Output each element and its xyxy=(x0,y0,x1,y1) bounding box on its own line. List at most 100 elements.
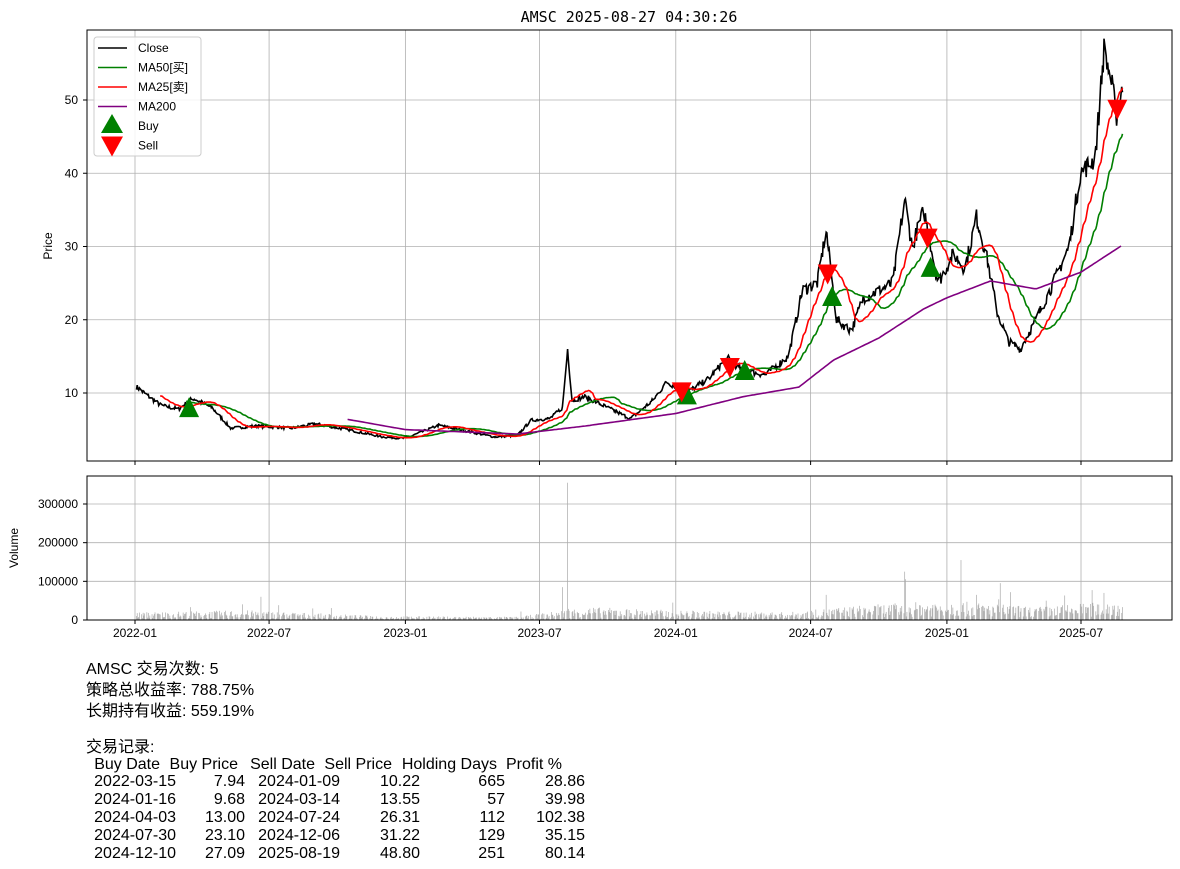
volume-bar xyxy=(1028,612,1030,620)
volume-bar xyxy=(740,612,742,620)
volume-bar xyxy=(1108,606,1110,620)
volume-bar xyxy=(157,613,159,620)
volume-bar xyxy=(1055,615,1057,620)
volume-bar xyxy=(894,603,896,620)
volume-bar xyxy=(828,616,829,620)
sell-marker xyxy=(671,382,692,403)
volume-bar xyxy=(514,616,516,620)
volume-bar xyxy=(253,613,254,620)
volume-bar xyxy=(153,615,154,620)
volume-bar xyxy=(971,616,973,620)
volume-bar xyxy=(1015,607,1017,620)
volume-bar xyxy=(470,618,472,620)
volume-bar xyxy=(936,610,938,620)
volume-bar xyxy=(372,616,374,620)
volume-bar xyxy=(1020,608,1022,620)
volume-bar xyxy=(222,615,223,620)
volume-bar xyxy=(579,617,580,620)
volume-bar xyxy=(402,618,404,620)
volume-bar xyxy=(593,612,595,620)
volume-bar xyxy=(930,608,931,620)
volume-bar xyxy=(206,618,208,620)
volume-bar xyxy=(229,615,231,620)
volume-bar xyxy=(873,605,875,620)
volume-bar xyxy=(925,609,927,620)
volume-bar xyxy=(1035,610,1037,620)
volume-bar xyxy=(1098,604,1100,620)
volume-bar xyxy=(428,616,430,620)
volume-bar xyxy=(688,615,690,620)
volume-bar xyxy=(436,617,438,620)
volume-bar xyxy=(144,613,145,620)
volume-bar xyxy=(785,618,787,620)
ma200-line xyxy=(347,245,1122,435)
volume-bar xyxy=(184,613,185,620)
volume-bar xyxy=(159,614,160,620)
x-tick-label: 2024-01 xyxy=(654,626,698,640)
volume-bar xyxy=(818,615,820,620)
volume-bar xyxy=(400,617,402,620)
volume-bar xyxy=(817,617,819,620)
volume-bar xyxy=(542,618,544,620)
volume-bar xyxy=(484,617,486,620)
volume-bar xyxy=(1069,611,1071,620)
volume-bar xyxy=(999,612,1000,620)
volume-bar xyxy=(1082,603,1084,620)
volume-bar xyxy=(706,612,708,620)
volume-bar xyxy=(185,613,186,620)
trade-count: AMSC 交易次数: 5 xyxy=(86,661,219,678)
volume-bar xyxy=(670,618,671,620)
table-cell: 28.86 xyxy=(544,773,585,790)
volume-bar xyxy=(530,614,531,620)
volume-bar xyxy=(583,614,585,620)
volume-bar xyxy=(587,614,588,620)
y-tick-label: 20 xyxy=(65,313,79,327)
volume-bar xyxy=(965,616,967,620)
volume-bar xyxy=(913,610,915,620)
volume-bar xyxy=(530,618,532,620)
volume-bar xyxy=(360,615,362,620)
volume-bar xyxy=(397,618,399,620)
volume-bar xyxy=(532,618,534,620)
volume-bar xyxy=(510,616,511,620)
sell-marker xyxy=(719,357,740,378)
volume-bar xyxy=(1013,606,1014,620)
volume-bar xyxy=(464,618,466,620)
volume-bar xyxy=(391,618,393,620)
volume-bar xyxy=(213,611,215,620)
volume-bar xyxy=(991,616,993,620)
volume-bar xyxy=(708,618,709,620)
volume-bar xyxy=(951,604,952,620)
volume-bar xyxy=(227,618,228,620)
volume-bar xyxy=(501,617,503,620)
volume-bar xyxy=(382,618,383,620)
volume-bar xyxy=(408,616,410,620)
volume-bar xyxy=(553,617,554,620)
volume-bar xyxy=(1019,611,1021,620)
volume-bar xyxy=(696,617,697,620)
volume-bar xyxy=(139,612,140,620)
volume-bar xyxy=(1028,609,1029,620)
volume-bar xyxy=(841,612,843,620)
volume-bar xyxy=(293,614,295,620)
volume-bar xyxy=(1085,607,1086,620)
volume-bar xyxy=(1013,615,1015,620)
volume-bar xyxy=(251,610,253,620)
volume-bar xyxy=(459,617,461,620)
volume-bar xyxy=(958,615,960,620)
volume-bar xyxy=(286,614,288,620)
volume-bar xyxy=(183,615,185,620)
volume-bar xyxy=(287,617,288,620)
volume-bar xyxy=(562,587,563,620)
volume-bar xyxy=(968,615,970,620)
legend-label: MA25[卖] xyxy=(138,80,188,94)
volume-bar xyxy=(170,618,171,620)
volume-bar xyxy=(950,614,951,620)
volume-bar xyxy=(624,615,626,620)
volume-bar xyxy=(489,618,491,620)
volume-bar xyxy=(842,610,844,620)
volume-bar xyxy=(517,617,519,620)
volume-bar xyxy=(1093,605,1094,620)
volume-bar xyxy=(857,612,859,620)
volume-bar xyxy=(911,614,912,620)
